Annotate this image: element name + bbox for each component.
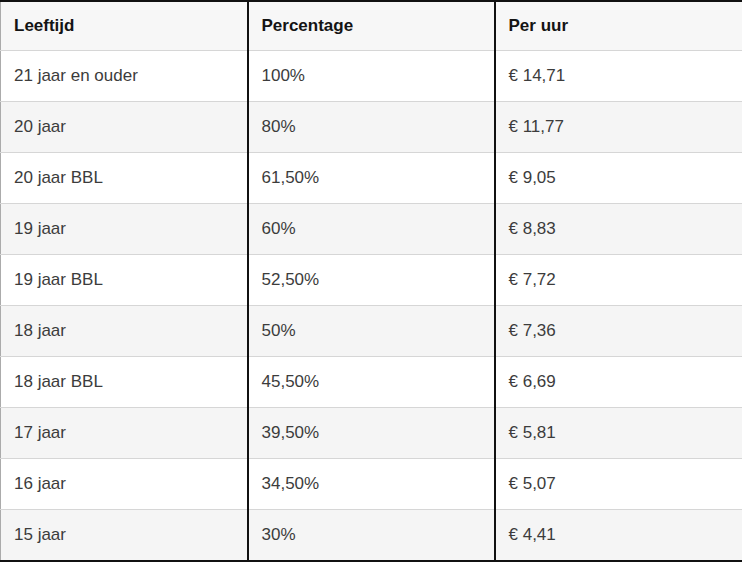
table-cell: € 5,81 — [495, 408, 742, 459]
table-cell: 18 jaar — [1, 306, 248, 357]
table-cell: € 7,36 — [495, 306, 742, 357]
table-cell: € 7,72 — [495, 255, 742, 306]
table-cell: € 14,71 — [495, 51, 742, 102]
table-cell: 20 jaar — [1, 102, 248, 153]
page: Leeftijd Percentage Per uur 21 jaar en o… — [0, 0, 742, 562]
column-header-leeftijd: Leeftijd — [1, 1, 248, 51]
table-cell: 18 jaar BBL — [1, 357, 248, 408]
table-cell: 34,50% — [248, 459, 495, 510]
table-cell: 17 jaar — [1, 408, 248, 459]
table-row: 17 jaar39,50%€ 5,81 — [1, 408, 742, 459]
table-row: 20 jaar80%€ 11,77 — [1, 102, 742, 153]
table-cell: € 8,83 — [495, 204, 742, 255]
table-cell: 30% — [248, 510, 495, 562]
table-cell: 19 jaar — [1, 204, 248, 255]
table-body: 21 jaar en ouder100%€ 14,7120 jaar80%€ 1… — [1, 51, 742, 562]
table-cell: € 6,69 — [495, 357, 742, 408]
table-cell: 20 jaar BBL — [1, 153, 248, 204]
table-row: 15 jaar30%€ 4,41 — [1, 510, 742, 562]
table-cell: 60% — [248, 204, 495, 255]
table-row: 18 jaar50%€ 7,36 — [1, 306, 742, 357]
table-cell: 21 jaar en ouder — [1, 51, 248, 102]
table-cell: 100% — [248, 51, 495, 102]
table-cell: 61,50% — [248, 153, 495, 204]
header-row: Leeftijd Percentage Per uur — [1, 1, 742, 51]
table-cell: 15 jaar — [1, 510, 248, 562]
table-cell: € 5,07 — [495, 459, 742, 510]
table-row: 19 jaar BBL52,50%€ 7,72 — [1, 255, 742, 306]
table-row: 20 jaar BBL61,50%€ 9,05 — [1, 153, 742, 204]
table-cell: 80% — [248, 102, 495, 153]
column-header-per-uur: Per uur — [495, 1, 742, 51]
table-row: 16 jaar34,50%€ 5,07 — [1, 459, 742, 510]
table-cell: 19 jaar BBL — [1, 255, 248, 306]
table-cell: € 4,41 — [495, 510, 742, 562]
minimum-wage-table: Leeftijd Percentage Per uur 21 jaar en o… — [0, 0, 742, 562]
table-row: 18 jaar BBL45,50%€ 6,69 — [1, 357, 742, 408]
column-header-percentage: Percentage — [248, 1, 495, 51]
table-cell: € 11,77 — [495, 102, 742, 153]
table-cell: 50% — [248, 306, 495, 357]
table-row: 21 jaar en ouder100%€ 14,71 — [1, 51, 742, 102]
table-cell: 39,50% — [248, 408, 495, 459]
table-row: 19 jaar60%€ 8,83 — [1, 204, 742, 255]
table-cell: € 9,05 — [495, 153, 742, 204]
table-cell: 52,50% — [248, 255, 495, 306]
table-cell: 45,50% — [248, 357, 495, 408]
table-cell: 16 jaar — [1, 459, 248, 510]
